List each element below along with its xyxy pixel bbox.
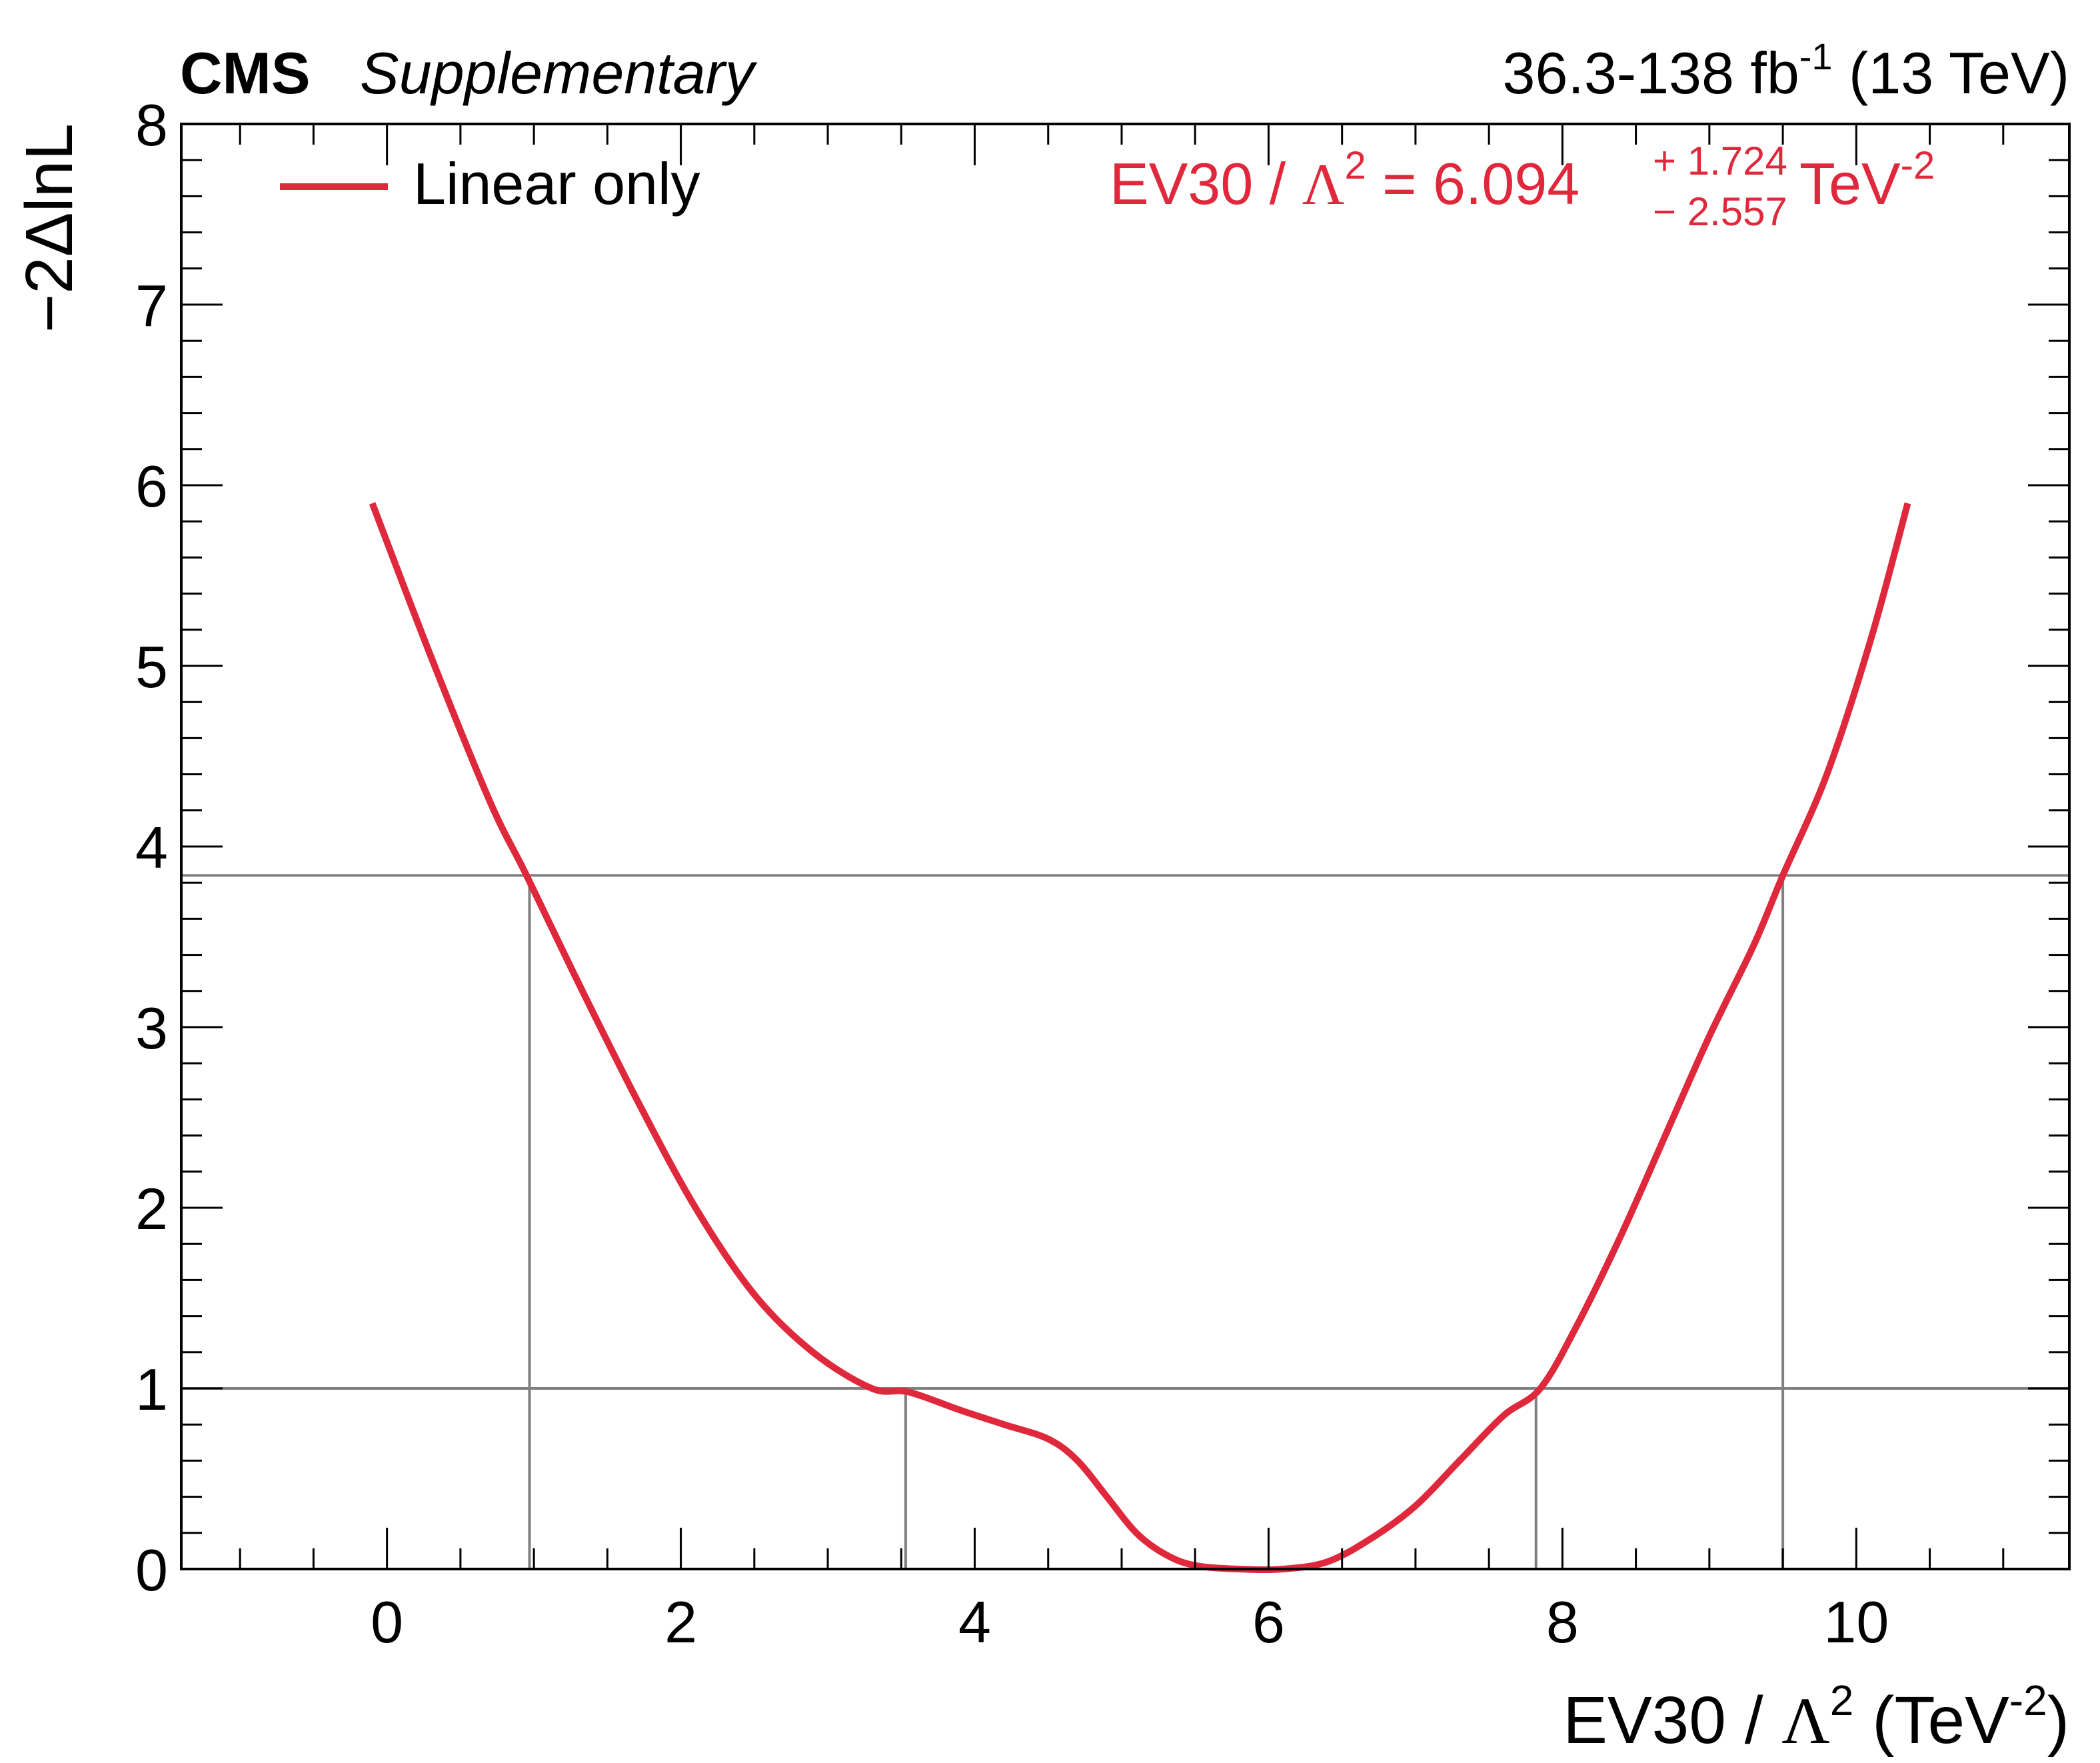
lumi-sup: -1 [1799, 35, 1833, 77]
result-annotation: EV30 / Λ2 = 6.094 + 1.724 − 2.557 TeV-2 [1110, 139, 1935, 234]
result-lambda: Λ [1302, 153, 1345, 217]
x-label-lambda-sup: 2 [1830, 1676, 1854, 1724]
legend-entry: Linear only [413, 151, 700, 217]
result-up: + 1.724 [1653, 139, 1787, 183]
y-tick-label: 1 [135, 1356, 168, 1422]
y-tick-label: 7 [135, 273, 168, 339]
y-tick-label: 8 [135, 92, 168, 158]
x-label-unit-sup: -2 [2009, 1676, 2047, 1724]
result-unit: TeV-2 [1799, 144, 1935, 217]
axis-tick-labels: 0 2 4 6 8 10 0 1 2 3 4 5 6 7 8 [135, 92, 1889, 1655]
result-unit-sup: -2 [1901, 144, 1935, 187]
x-tick-label: 2 [664, 1589, 697, 1655]
supplementary-label: Supplementary [360, 40, 758, 106]
lumi-label: 36.3-138 fb-1 (13 TeV) [1503, 35, 2069, 106]
axis-ticks [181, 123, 2069, 1570]
result-unit-text: TeV [1799, 151, 1901, 217]
x-tick-label: 4 [958, 1589, 991, 1655]
y-tick-label: 2 [135, 1176, 168, 1242]
experiment-label: CMS [180, 40, 311, 106]
energy-label: (13 TeV) [1833, 40, 2069, 106]
y-axis-label: −2ΔlnL [12, 123, 87, 333]
result-main: EV30 / Λ2 = 6.094 [1110, 144, 1579, 217]
result-lhs: EV30 / [1110, 151, 1302, 217]
x-tick-label: 8 [1546, 1589, 1579, 1655]
y-tick-label: 4 [135, 815, 168, 881]
lumi-prefix: 36.3-138 fb [1503, 40, 1799, 106]
x-tick-label: 0 [371, 1589, 403, 1655]
x-tick-label: 10 [1823, 1589, 1889, 1655]
x-label-close: ) [2047, 1683, 2069, 1758]
y-tick-label: 0 [135, 1537, 168, 1603]
result-lambda-sup: 2 [1344, 144, 1366, 187]
reference-lines [181, 874, 2069, 1569]
result-eq: = 6.094 [1366, 151, 1580, 217]
x-label-lambda: Λ [1781, 1684, 1830, 1758]
plot-frame [180, 123, 2071, 1570]
y-tick-label: 3 [135, 995, 168, 1061]
result-down: − 2.557 [1653, 189, 1787, 234]
y-tick-label: 5 [135, 634, 168, 700]
series-line-linear-only [369, 502, 1911, 1574]
x-label-pre: EV30 / [1563, 1683, 1781, 1758]
x-tick-label: 6 [1252, 1589, 1285, 1655]
x-axis-label: EV30 / Λ2 (TeV-2) [1563, 1676, 2069, 1758]
y-tick-label: 6 [135, 453, 168, 519]
x-label-unit: (TeV [1853, 1683, 2009, 1758]
curve-layer [369, 502, 1911, 1574]
